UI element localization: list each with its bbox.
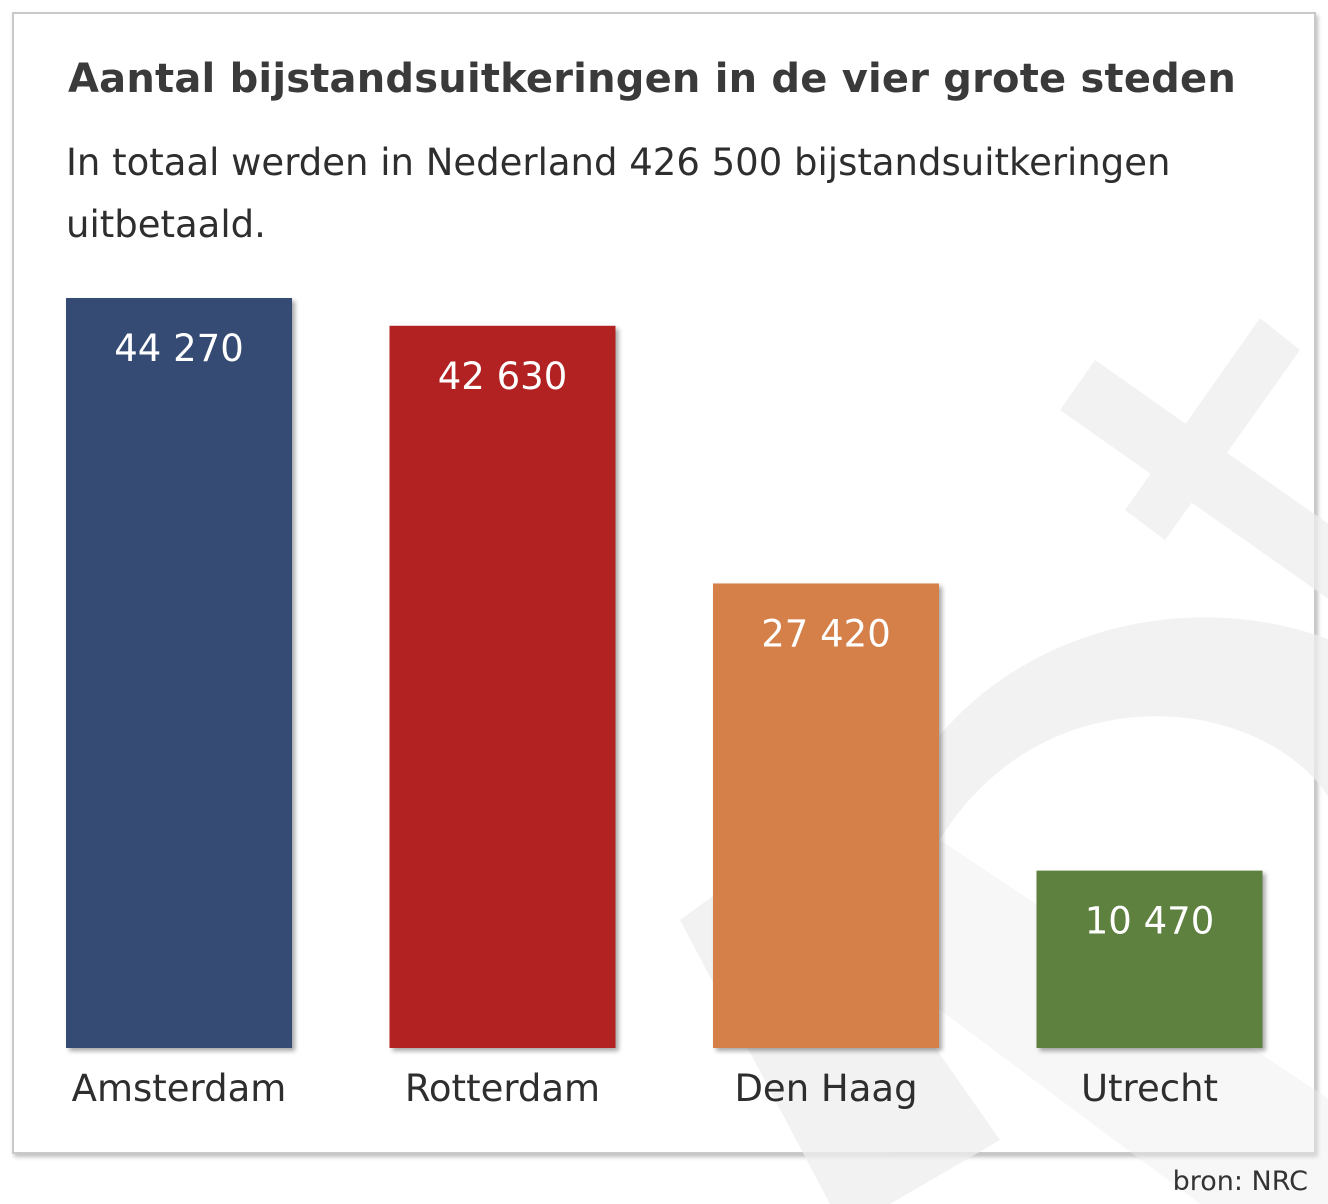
category-label: Utrecht — [1081, 1067, 1218, 1110]
category-label: Den Haag — [734, 1067, 917, 1110]
chart-subtitle: In totaal werden in Nederland 426 500 bi… — [66, 141, 1171, 246]
category-label: Amsterdam — [72, 1067, 287, 1110]
bar-amsterdam — [66, 298, 292, 1048]
value-label: 44 270 — [114, 327, 243, 370]
bar-utrecht — [1036, 870, 1263, 1048]
value-label: 10 470 — [1085, 900, 1214, 943]
value-label: 27 420 — [761, 612, 890, 655]
source-label: bron: NRC — [1172, 1166, 1308, 1197]
category-label: Rotterdam — [405, 1067, 600, 1110]
chart-title: Aantal bijstandsuitkeringen in de vier g… — [68, 56, 1236, 102]
bar-den-haag — [713, 583, 939, 1048]
bar-rotterdam — [389, 325, 616, 1048]
value-label: 42 630 — [438, 355, 567, 398]
